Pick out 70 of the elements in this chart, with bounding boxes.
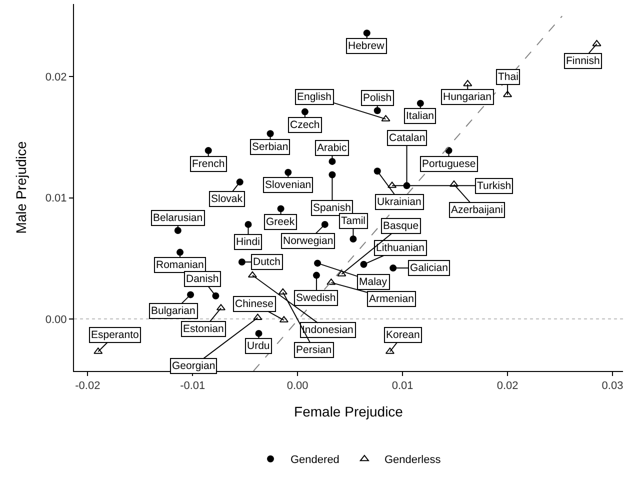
data-label: Ukrainian: [377, 196, 422, 208]
point: [176, 248, 184, 256]
data-label: Italian: [406, 110, 434, 122]
data-label: Basque: [383, 220, 419, 232]
data-label: Urdu: [247, 340, 270, 352]
data-label: Galician: [410, 262, 448, 274]
data-label: Turkish: [477, 180, 512, 192]
data-label: French: [192, 158, 225, 170]
x-axis-title: Female Prejudice: [294, 404, 404, 420]
x-tick-label: 0.00: [286, 380, 308, 392]
x-tick-label: -0.01: [180, 380, 206, 392]
x-tick-label: 0.02: [496, 380, 518, 392]
data-label: Armenian: [369, 293, 414, 305]
data-label: Hindi: [236, 236, 260, 248]
data-label: Esperanto: [91, 329, 140, 341]
point: [449, 180, 459, 187]
data-label: Danish: [186, 273, 219, 285]
point: [321, 220, 328, 228]
point: [390, 264, 397, 272]
point: [592, 40, 602, 46]
data-label: Polish: [363, 92, 392, 104]
data-label: Romanian: [156, 259, 204, 271]
data-label: Azerbaijani: [451, 204, 503, 216]
data-label: Chinese: [235, 298, 274, 310]
point: [363, 30, 370, 37]
data-label: Norwegian: [283, 235, 334, 247]
y-axis-title: Male Prejudice: [12, 140, 29, 234]
point: [278, 288, 288, 295]
data-label: Finnish: [566, 55, 600, 67]
data-label: Swedish: [296, 292, 336, 304]
data-label: Czech: [290, 119, 320, 131]
legend-label: Gendered: [290, 454, 340, 466]
x-tick-label: 0.03: [602, 380, 624, 392]
legend-label: Genderless: [384, 454, 442, 466]
point: [174, 227, 182, 234]
point: [204, 147, 212, 154]
x-tick-label: 0.01: [392, 380, 414, 392]
data-label: Catalan: [389, 132, 426, 144]
data-label: Malay: [359, 276, 388, 288]
y-tick-label: 0.00: [45, 314, 67, 326]
data-label: Georgian: [172, 360, 216, 372]
data-label: Serbian: [252, 141, 288, 153]
data-label: Portuguese: [422, 158, 476, 170]
data-label: Persian: [296, 344, 332, 356]
data-label: Dutch: [253, 256, 281, 268]
point: [238, 258, 246, 266]
point: [463, 80, 472, 86]
data-label: Hebrew: [348, 40, 385, 52]
data-label: Belarusian: [153, 212, 203, 224]
data-label: English: [297, 91, 332, 103]
data-label: Thai: [498, 71, 518, 83]
data-label: Slovenian: [265, 179, 312, 191]
data-label: Spanish: [313, 202, 352, 214]
data-label: Estonian: [183, 323, 224, 335]
y-tick-label: 0.02: [45, 72, 67, 84]
data-label: Korean: [386, 329, 420, 341]
y-tick-label: 0.01: [45, 192, 67, 205]
data-label: Greek: [266, 216, 296, 228]
data-label: Hungarian: [443, 91, 492, 103]
data-label: Arabic: [317, 142, 347, 154]
data-label: Bulgarian: [151, 305, 196, 317]
point: [312, 272, 320, 279]
x-tick-label: -0.02: [75, 380, 100, 392]
point: [248, 271, 257, 278]
point: [502, 90, 512, 98]
point: [187, 291, 194, 298]
data-label: Lithuanian: [376, 242, 425, 254]
data-label: Indonesian: [302, 324, 354, 336]
data-label: Tamil: [341, 215, 366, 227]
data-label: Slovak: [211, 193, 244, 205]
